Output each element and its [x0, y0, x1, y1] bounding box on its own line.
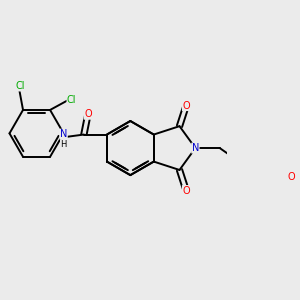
Text: H: H	[60, 140, 67, 149]
Text: O: O	[84, 109, 92, 119]
Text: Cl: Cl	[16, 81, 26, 91]
Text: N: N	[60, 129, 67, 139]
Text: N: N	[192, 143, 199, 153]
Text: O: O	[182, 100, 190, 111]
Text: O: O	[182, 185, 190, 196]
Text: O: O	[287, 172, 295, 182]
Text: Cl: Cl	[67, 95, 76, 105]
